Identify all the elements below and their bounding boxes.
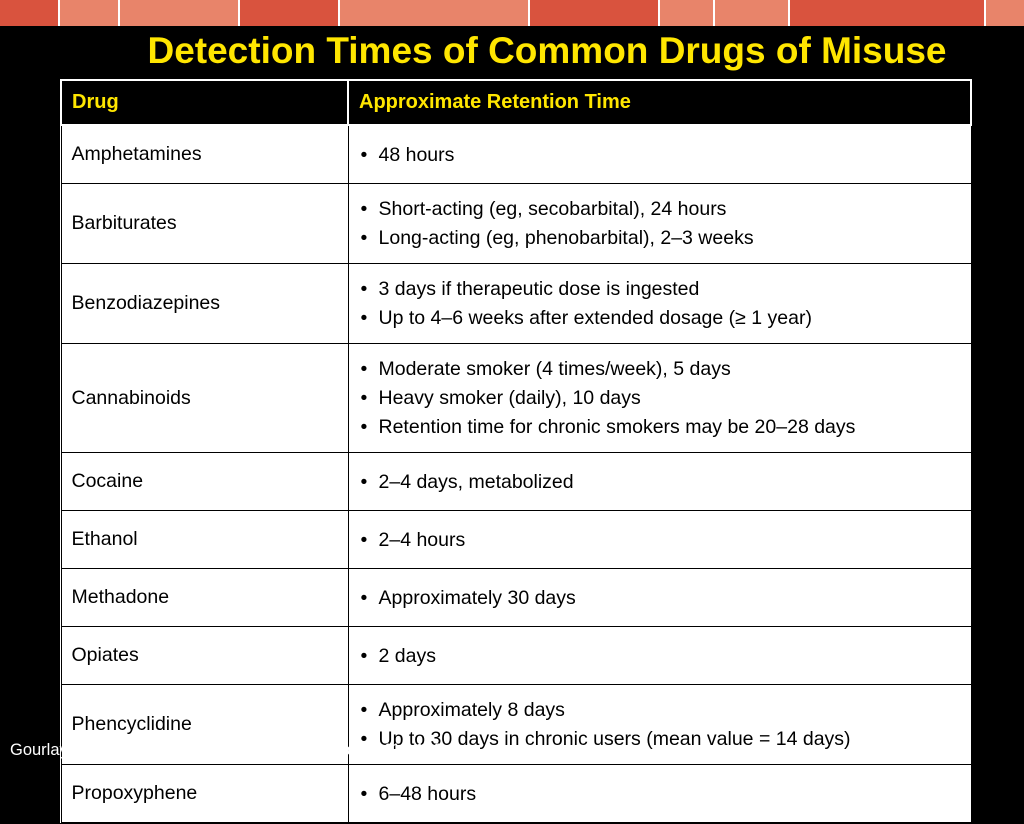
retention-time-cell: 3 days if therapeutic dose is ingested Up… — [347, 263, 972, 344]
header-retention-time: Approximate Retention Time — [347, 79, 972, 126]
retention-time-cell: 2–4 hours — [347, 510, 972, 569]
table-row: Propoxyphene 6–48 hours — [60, 764, 972, 823]
retention-time-list: Approximately 30 days — [359, 587, 961, 609]
retention-time-item: 2 days — [359, 645, 961, 667]
retention-time-cell: 2 days — [347, 626, 972, 685]
retention-time-cell: Short-acting (eg, secobarbital), 24 hour… — [347, 183, 972, 264]
top-bar-segment — [715, 0, 790, 26]
retention-time-cell: Approximately 8 days Up to 30 days in chr… — [347, 684, 972, 765]
table-row: Barbiturates Short-acting (eg, secobarbit… — [60, 183, 972, 264]
retention-time-item: 6–48 hours — [359, 783, 961, 805]
retention-time-item: Up to 4–6 weeks after extended dosage (≥… — [359, 307, 961, 329]
retention-time-item: Long-acting (eg, phenobarbital), 2–3 wee… — [359, 227, 961, 249]
retention-time-item: Heavy smoker (daily), 10 days — [359, 387, 961, 409]
retention-time-item: 2–4 days, metabolized — [359, 471, 961, 493]
retention-time-cell: 48 hours — [347, 124, 972, 184]
drug-name-cell: Propoxyphene — [60, 764, 349, 823]
retention-time-cell: 2–4 days, metabolized — [347, 452, 972, 511]
drug-name-cell: Opiates — [60, 626, 349, 685]
citation: Gourlay DL, Heit HA. Pain Med. 2009;10 S… — [10, 741, 447, 760]
retention-time-item: Retention time for chronic smokers may b… — [359, 416, 961, 438]
top-bar-segment — [60, 0, 120, 26]
table-row: Ethanol 2–4 hours — [60, 510, 972, 569]
table-row: Benzodiazepines3 days if therapeutic dos… — [60, 263, 972, 344]
retention-time-list: 2–4 days, metabolized — [359, 471, 961, 493]
retention-time-item: 2–4 hours — [359, 529, 961, 551]
retention-time-list: 2 days — [359, 645, 961, 667]
table-header-row: Drug Approximate Retention Time — [60, 79, 972, 126]
drug-name-cell: Barbiturates — [60, 183, 349, 264]
top-bar-segment — [530, 0, 660, 26]
top-bar-segment — [660, 0, 715, 26]
citation-authors: Gourlay DL, Heit HA. — [10, 741, 169, 759]
top-bar-segment — [240, 0, 340, 26]
drug-name-cell: Amphetamines — [60, 124, 349, 184]
table-row: Methadone Approximately 30 days — [60, 568, 972, 627]
retention-time-list: 2–4 hours — [359, 529, 961, 551]
top-bar-segment — [790, 0, 986, 26]
top-bar-segment — [120, 0, 240, 26]
table-row: Phencyclidine Approximately 8 days Up to 3… — [60, 684, 972, 765]
header-drug: Drug — [60, 79, 349, 126]
retention-time-list: 48 hours — [359, 144, 961, 166]
retention-time-item: Moderate smoker (4 times/week), 5 days — [359, 358, 961, 380]
retention-time-item: Up to 30 days in chronic users (mean val… — [359, 728, 961, 750]
top-bar-segment — [986, 0, 1024, 26]
drug-name-cell: Benzodiazepines — [60, 263, 349, 344]
retention-time-cell: 6–48 hours — [347, 764, 972, 823]
top-bar-segment — [0, 0, 60, 26]
table-body: Amphetamines 48 hours Barbiturates Short-ac… — [60, 124, 972, 823]
drug-name-cell: Methadone — [60, 568, 349, 627]
drug-name-cell: Cannabinoids — [60, 343, 349, 453]
drug-name-cell: Phencyclidine — [60, 684, 349, 765]
retention-time-item: 3 days if therapeutic dose is ingested — [359, 278, 961, 300]
table-row: CannabinoidsModerate smoker (4 times/wee… — [60, 343, 972, 453]
retention-time-list: Moderate smoker (4 times/week), 5 days He… — [359, 358, 961, 438]
detection-times-table: Drug Approximate Retention Time Amphetam… — [59, 78, 973, 824]
retention-time-list: 3 days if therapeutic dose is ingested Up… — [359, 278, 961, 329]
retention-time-list: 6–48 hours — [359, 783, 961, 805]
table-row: Opiates 2 days — [60, 626, 972, 685]
top-decorative-bar — [0, 0, 1024, 26]
retention-time-list: Approximately 8 days Up to 30 days in chr… — [359, 699, 961, 750]
drug-name-cell: Cocaine — [60, 452, 349, 511]
table-row: Cocaine 2–4 days, metabolized — [60, 452, 972, 511]
drug-name-cell: Ethanol — [60, 510, 349, 569]
retention-time-item: Approximately 30 days — [359, 587, 961, 609]
table-row: Amphetamines 48 hours — [60, 124, 972, 184]
retention-time-cell: Moderate smoker (4 times/week), 5 days He… — [347, 343, 972, 453]
retention-time-item: Approximately 8 days — [359, 699, 961, 721]
slide-title: Detection Times of Common Drugs of Misus… — [147, 30, 947, 71]
retention-time-cell: Approximately 30 days — [347, 568, 972, 627]
citation-details: . 2009;10 Suppl 2:S115-123. — [238, 741, 448, 759]
retention-time-item: 48 hours — [359, 144, 961, 166]
retention-time-item: Short-acting (eg, secobarbital), 24 hour… — [359, 198, 961, 220]
retention-time-list: Short-acting (eg, secobarbital), 24 hour… — [359, 198, 961, 249]
citation-journal: Pain Med — [168, 741, 239, 759]
top-bar-segment — [340, 0, 530, 26]
